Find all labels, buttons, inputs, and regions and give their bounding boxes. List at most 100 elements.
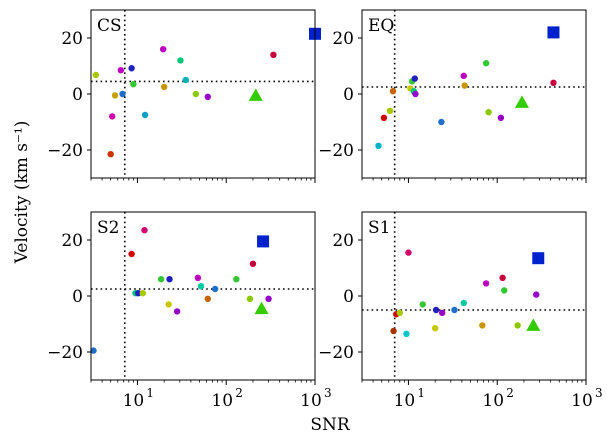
panel-cs: 20 0 −20 CS: [47, 9, 321, 183]
square-marker: [547, 26, 560, 39]
data-point: [204, 93, 211, 101]
data-point: [159, 46, 167, 53]
data-point: [451, 306, 458, 314]
data-point: [141, 111, 149, 119]
data-point: [249, 260, 257, 267]
triangle-marker: [248, 88, 263, 101]
x-tick-exponent: 3: [595, 386, 603, 400]
data-point: [390, 327, 397, 335]
data-point: [482, 60, 490, 67]
data-point: [233, 276, 240, 283]
data-point: [501, 287, 508, 294]
data-point: [165, 301, 172, 308]
data-point: [194, 274, 202, 281]
data-point: [265, 295, 272, 302]
panel-label: CS: [97, 16, 122, 36]
x-tick-exponent: 2: [235, 386, 243, 400]
data-point: [246, 295, 254, 302]
x-tick-label: 10: [123, 391, 145, 411]
y-tick-label: 0: [72, 287, 83, 307]
data-point: [128, 250, 135, 258]
x-tick-label: 10: [300, 391, 322, 411]
x-tick-exponent: 1: [146, 386, 154, 400]
data-point: [482, 280, 490, 287]
axes-frame: [361, 211, 587, 381]
panel-label: S2: [97, 218, 119, 238]
square-marker: [532, 252, 545, 265]
y-tick-label: −20: [318, 141, 354, 161]
data-point: [479, 322, 486, 329]
data-point: [380, 114, 388, 122]
data-point: [204, 295, 211, 302]
data-point: [182, 76, 189, 84]
data-point: [134, 290, 142, 297]
data-point: [375, 142, 382, 149]
data-point: [90, 347, 97, 354]
y-tick-label: −20: [318, 343, 354, 363]
data-point: [403, 330, 410, 337]
y-tick-label: −20: [47, 343, 83, 363]
data-point: [460, 72, 467, 80]
data-point: [386, 107, 394, 115]
data-point: [111, 92, 119, 99]
x-tick-exponent: 1: [417, 386, 425, 400]
y-tick-label: 0: [343, 85, 354, 105]
x-tick-exponent: 3: [324, 386, 332, 400]
y-axis-title: Velocity (km s⁻¹): [12, 121, 32, 265]
data-point: [173, 308, 181, 315]
data-point: [119, 90, 126, 98]
data-point: [432, 306, 440, 314]
data-point: [412, 90, 419, 98]
x-tick-label: 10: [211, 391, 233, 411]
data-point: [160, 83, 168, 91]
data-point: [117, 67, 125, 74]
data-point: [419, 301, 426, 308]
triangle-marker: [526, 318, 541, 331]
data-point: [389, 88, 397, 95]
data-point: [166, 276, 173, 283]
data-point: [197, 283, 205, 290]
data-point: [497, 114, 505, 122]
data-point: [405, 249, 412, 256]
x-tick-exponent: 2: [506, 386, 514, 400]
data-point: [128, 65, 135, 72]
y-tick-label: 20: [61, 29, 83, 49]
panel-eq: 20 0 −20 EQ: [318, 9, 587, 183]
y-tick-label: −20: [47, 141, 83, 161]
data-point: [141, 227, 148, 234]
triangle-marker: [254, 301, 269, 315]
data-point: [461, 82, 468, 89]
data-point: [177, 57, 184, 64]
y-tick-label: 20: [332, 29, 354, 49]
data-point: [192, 90, 200, 98]
data-point: [270, 51, 277, 58]
y-tick-label: 20: [61, 231, 83, 251]
data-point: [396, 309, 404, 316]
y-tick-label: 20: [332, 231, 354, 251]
data-point: [431, 325, 439, 332]
panel-label: EQ: [368, 16, 394, 36]
data-point: [411, 75, 419, 82]
data-point: [139, 290, 147, 297]
data-point: [130, 81, 137, 88]
panel-label: S1: [368, 218, 390, 238]
data-point: [107, 151, 114, 158]
x-tick-label: 10: [571, 391, 593, 411]
data-point: [92, 71, 100, 79]
data-point: [109, 113, 116, 120]
y-tick-label: 0: [72, 85, 83, 105]
data-point: [438, 118, 445, 126]
square-marker: [257, 235, 270, 248]
data-point: [438, 309, 446, 316]
x-axis-title: SNR: [310, 415, 351, 435]
data-point: [211, 285, 219, 293]
data-point: [550, 79, 557, 87]
data-point: [157, 276, 165, 283]
data-point: [460, 299, 467, 307]
data-point: [499, 274, 506, 281]
x-tick-label: 10: [482, 391, 504, 411]
